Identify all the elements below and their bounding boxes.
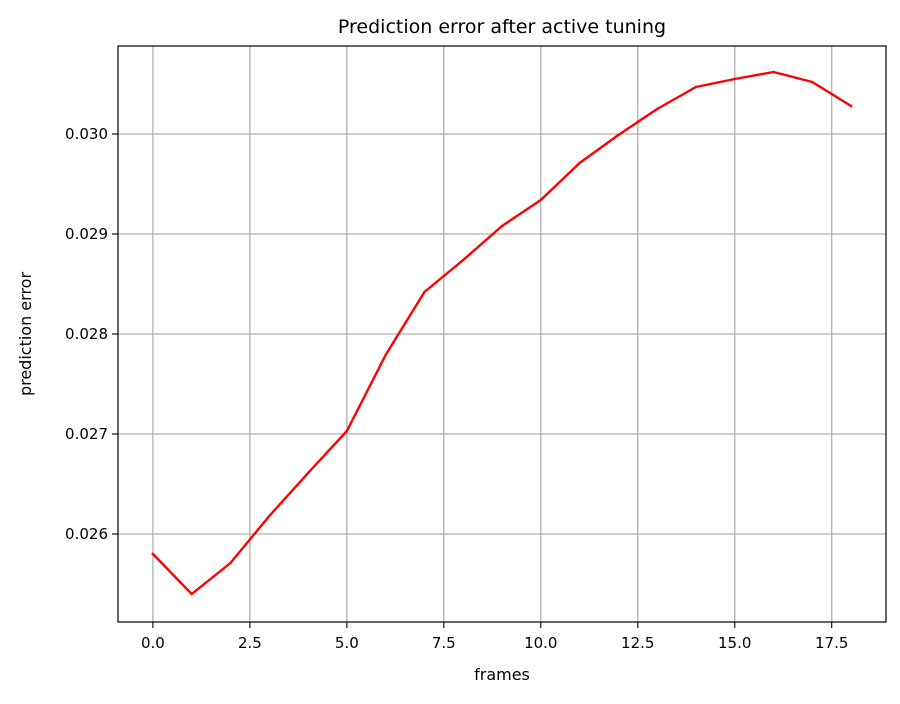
y-tick-label: 0.028 bbox=[65, 325, 108, 343]
y-tick-label: 0.026 bbox=[65, 525, 108, 543]
series-layer bbox=[151, 70, 853, 596]
series-line bbox=[151, 70, 853, 596]
y-axis-label: prediction error bbox=[16, 272, 35, 397]
data-point bbox=[617, 133, 620, 137]
chart-title: Prediction error after active tuning bbox=[338, 16, 666, 38]
ticks: 0.0 2.5 5.0 7.5 10.0 12.5 15.0 17.5 0.026 0.027 0.… bbox=[65, 125, 848, 652]
data-point bbox=[539, 198, 542, 202]
data-point bbox=[190, 592, 193, 596]
data-point bbox=[151, 552, 155, 556]
data-point bbox=[462, 258, 465, 262]
grid bbox=[118, 46, 886, 622]
data-point bbox=[694, 85, 698, 89]
data-point bbox=[423, 290, 426, 294]
x-tick-label: 12.5 bbox=[621, 634, 654, 652]
data-point bbox=[500, 224, 504, 228]
x-tick-label: 5.0 bbox=[335, 634, 359, 652]
y-tick-label: 0.030 bbox=[65, 125, 108, 143]
data-point bbox=[772, 70, 775, 74]
x-tick-label: 7.5 bbox=[432, 634, 456, 652]
x-tick-label: 17.5 bbox=[815, 634, 848, 652]
data-point bbox=[268, 514, 271, 518]
x-tick-label: 15.0 bbox=[718, 634, 751, 652]
y-tick-label: 0.027 bbox=[65, 425, 108, 443]
data-point bbox=[849, 104, 853, 108]
x-tick-label: 0.0 bbox=[141, 634, 165, 652]
data-point bbox=[384, 353, 387, 357]
data-point bbox=[345, 429, 349, 433]
data-point bbox=[306, 471, 310, 475]
data-point bbox=[578, 161, 581, 165]
x-axis-label: frames bbox=[474, 665, 530, 684]
y-tick-label: 0.029 bbox=[65, 225, 108, 243]
data-point bbox=[655, 107, 659, 111]
x-tick-label: 10.0 bbox=[524, 634, 557, 652]
data-point bbox=[811, 80, 814, 84]
data-point bbox=[229, 561, 232, 565]
x-tick-label: 2.5 bbox=[238, 634, 262, 652]
data-point bbox=[733, 77, 736, 81]
